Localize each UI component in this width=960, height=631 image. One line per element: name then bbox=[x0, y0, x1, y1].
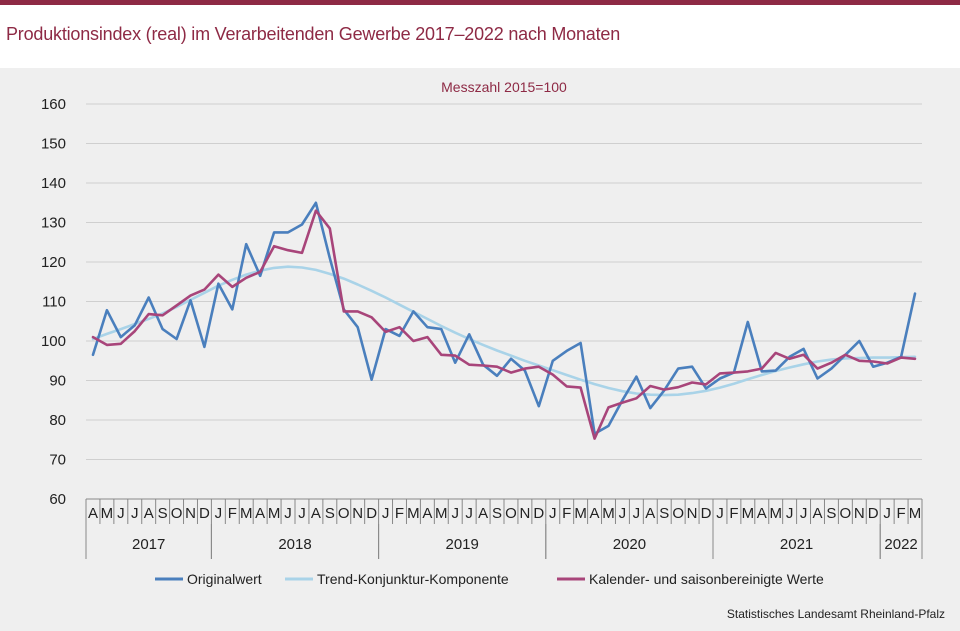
series-line-2 bbox=[91, 209, 917, 440]
x-tick-label: O bbox=[171, 505, 183, 522]
source-note: Statistisches Landesamt Rheinland-Pfalz bbox=[727, 607, 945, 621]
x-tick-label: N bbox=[352, 505, 363, 522]
x-tick-label: N bbox=[687, 505, 698, 522]
year-label: 2018 bbox=[278, 536, 311, 553]
x-tick-label: F bbox=[228, 505, 237, 522]
legend: Originalwert Trend-Konjunktur-Komponente K… bbox=[155, 571, 824, 587]
legend-label: Trend-Konjunktur-Komponente bbox=[317, 571, 509, 587]
x-tick-label: A bbox=[812, 505, 822, 522]
y-tick-label: 100 bbox=[41, 333, 66, 350]
x-tick-label: A bbox=[422, 505, 432, 522]
x-tick-label: F bbox=[562, 505, 571, 522]
x-tick-label: S bbox=[826, 505, 836, 522]
y-tick-label: 120 bbox=[41, 254, 66, 271]
y-tick-label: 90 bbox=[49, 373, 66, 390]
x-tick-label: J bbox=[883, 505, 891, 522]
x-tick-label: F bbox=[897, 505, 906, 522]
x-tick-label: O bbox=[505, 505, 517, 522]
x-tick-label: D bbox=[868, 505, 879, 522]
x-tick-label: J bbox=[786, 505, 794, 522]
series-lines bbox=[91, 201, 917, 440]
y-tick-label: 150 bbox=[41, 136, 66, 153]
x-tick-label: A bbox=[645, 505, 655, 522]
x-tick-label: A bbox=[144, 505, 154, 522]
y-tick-label: 130 bbox=[41, 215, 66, 232]
x-tick-label: J bbox=[800, 505, 808, 522]
legend-label: Originalwert bbox=[187, 571, 262, 587]
x-tick-label: A bbox=[590, 505, 600, 522]
year-label: 2020 bbox=[613, 536, 646, 553]
x-tick-label: M bbox=[240, 505, 253, 522]
x-tick-label: N bbox=[519, 505, 530, 522]
x-tick-label: J bbox=[451, 505, 459, 522]
series-line-0 bbox=[91, 201, 917, 436]
line-chart: Messzahl 2015=100 60 70 80 90 100 110 120 130 14… bbox=[41, 79, 945, 621]
x-tick-label: M bbox=[769, 505, 782, 522]
chart-panel: Messzahl 2015=100 60 70 80 90 100 110 120 130 14… bbox=[0, 68, 960, 631]
x-tick-label: J bbox=[298, 505, 306, 522]
page-title: Produktionsindex (real) im Verarbeitende… bbox=[6, 24, 621, 44]
year-label: 2019 bbox=[446, 536, 479, 553]
top-accent-bar bbox=[0, 0, 960, 5]
x-tick-label: J bbox=[117, 505, 125, 522]
y-tick-label: 110 bbox=[42, 294, 66, 311]
x-tick-label: M bbox=[407, 505, 420, 522]
y-tick-label: 140 bbox=[41, 175, 66, 192]
year-label: 2022 bbox=[884, 536, 917, 553]
year-label: 2017 bbox=[132, 536, 165, 553]
x-tick-label: J bbox=[284, 505, 292, 522]
year-label: 2021 bbox=[780, 536, 813, 553]
y-tick-label: 70 bbox=[49, 452, 66, 469]
x-tick-label: M bbox=[268, 505, 281, 522]
x-tick-label: F bbox=[395, 505, 404, 522]
x-tick-label: J bbox=[633, 505, 641, 522]
x-tick-label: A bbox=[757, 505, 767, 522]
x-tick-label: J bbox=[716, 505, 724, 522]
x-tick-label: M bbox=[602, 505, 615, 522]
x-tick-label: D bbox=[701, 505, 712, 522]
y-axis: 60 70 80 90 100 110 120 130 140 150 160 bbox=[41, 96, 66, 508]
x-tick-label: J bbox=[619, 505, 627, 522]
x-tick-label: A bbox=[478, 505, 488, 522]
x-tick-label: J bbox=[131, 505, 139, 522]
x-tick-label: J bbox=[382, 505, 390, 522]
x-tick-label: J bbox=[215, 505, 223, 522]
x-tick-label: D bbox=[366, 505, 377, 522]
y-tick-label: 60 bbox=[49, 491, 66, 508]
series-line-1 bbox=[91, 265, 917, 397]
x-tick-label: S bbox=[158, 505, 168, 522]
x-tick-label: O bbox=[338, 505, 350, 522]
x-tick-label: F bbox=[729, 505, 738, 522]
x-tick-label: M bbox=[435, 505, 448, 522]
x-tick-label: D bbox=[533, 505, 544, 522]
x-tick-label: A bbox=[255, 505, 265, 522]
x-tick-label: M bbox=[742, 505, 755, 522]
x-tick-label: S bbox=[492, 505, 502, 522]
x-tick-label: A bbox=[311, 505, 321, 522]
x-tick-label: A bbox=[88, 505, 98, 522]
x-tick-label: N bbox=[854, 505, 865, 522]
legend-label: Kalender- und saisonbereinigte Werte bbox=[589, 571, 824, 587]
x-tick-label: D bbox=[199, 505, 210, 522]
x-tick-label: J bbox=[465, 505, 473, 522]
x-tick-label: J bbox=[549, 505, 557, 522]
x-tick-label: M bbox=[101, 505, 114, 522]
y-tick-label: 160 bbox=[41, 96, 66, 113]
y-tick-label: 80 bbox=[49, 412, 66, 429]
grid-lines bbox=[86, 103, 922, 500]
x-tick-label: S bbox=[325, 505, 335, 522]
x-tick-label: O bbox=[840, 505, 852, 522]
x-tick-label: N bbox=[185, 505, 196, 522]
chart-subtitle: Messzahl 2015=100 bbox=[441, 79, 567, 95]
x-tick-label: M bbox=[574, 505, 587, 522]
x-tick-label: M bbox=[909, 505, 922, 522]
x-tick-label: O bbox=[672, 505, 684, 522]
x-tick-label: S bbox=[659, 505, 669, 522]
